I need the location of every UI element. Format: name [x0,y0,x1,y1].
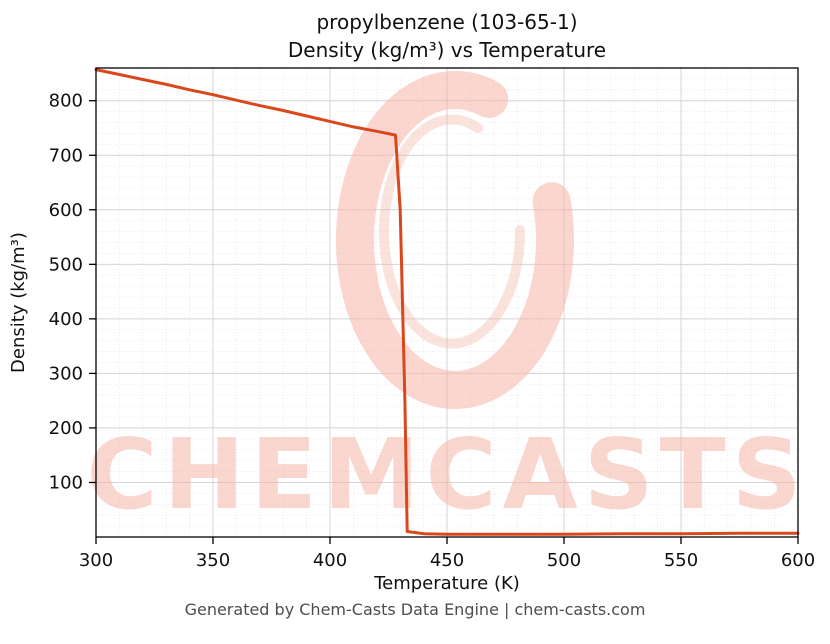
x-tick-label: 500 [547,550,581,571]
x-tick-label: 300 [79,550,113,571]
watermark-swirl-icon [336,70,574,409]
y-axis-label: Density (kg/m³) [8,232,29,373]
y-tick-label: 700 [49,145,83,166]
x-axis-label: Temperature (K) [373,573,520,594]
y-tick-label: 500 [49,254,83,275]
y-tick-label: 600 [49,200,83,221]
x-tick-label: 450 [430,550,464,571]
footer-text: Generated by Chem-Casts Data Engine | ch… [184,600,646,619]
y-tick-label: 100 [49,472,83,493]
y-tick-label: 400 [49,309,83,330]
x-tick-label: 550 [664,550,698,571]
y-tick-label: 200 [49,418,83,439]
x-tick-label: 400 [313,550,347,571]
chart-title-line1: propylbenzene (103-65-1) [316,10,578,34]
y-tick-label: 300 [49,363,83,384]
chart-title: propylbenzene (103-65-1) Density (kg/m³)… [96,8,798,64]
watermark-text: CHEMCASTS [86,418,807,531]
watermark-swirl-inner-icon [379,114,526,349]
x-tick-label: 600 [781,550,815,571]
x-tick-label: 350 [196,550,230,571]
density-line-series [94,68,800,536]
y-tick-label: 800 [49,91,83,112]
chart-title-line2: Density (kg/m³) vs Temperature [287,38,607,62]
